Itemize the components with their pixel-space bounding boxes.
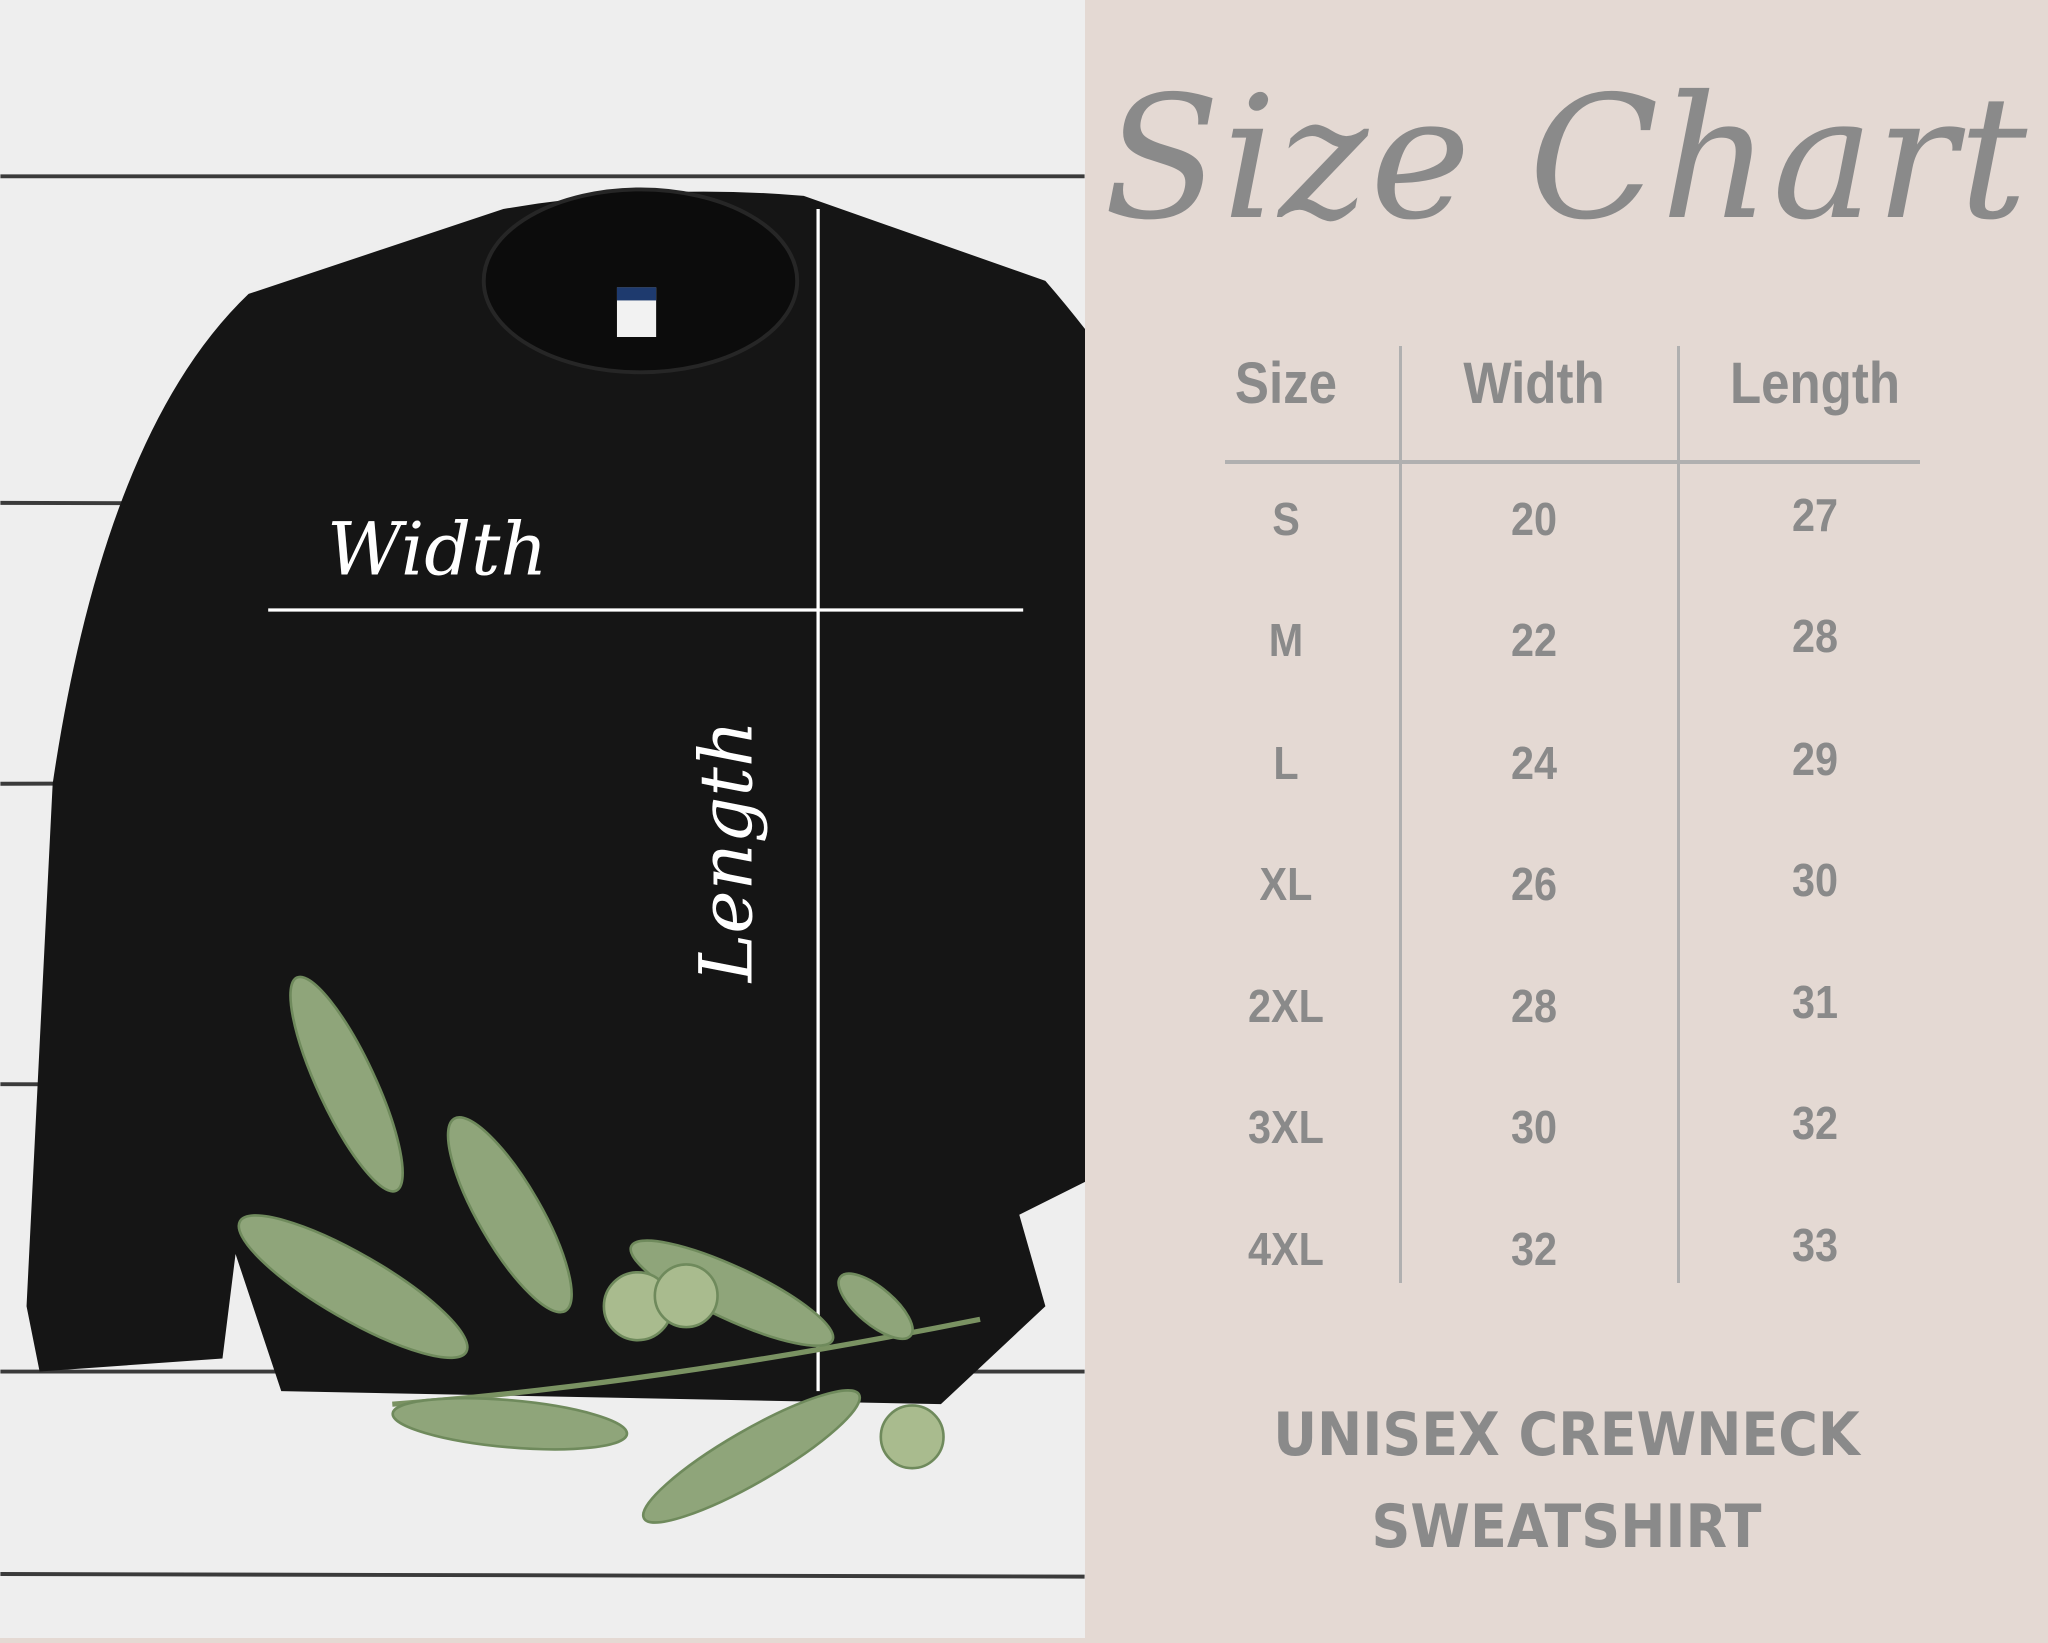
cell-size: XL xyxy=(1259,858,1313,910)
header-divider xyxy=(1225,460,1920,464)
size-chart-panel: Size Chart Size Width Length S 20 27 M 22 28 L… xyxy=(1085,0,2048,1638)
cell-width: 22 xyxy=(1510,614,1558,666)
cell-length: 28 xyxy=(1791,610,1839,662)
product-name-line2: SWEATSHIRT xyxy=(1371,1492,1762,1562)
column-divider xyxy=(1677,346,1680,1283)
header-size: Size xyxy=(1234,351,1338,416)
sweatshirt-body xyxy=(26,191,1229,1405)
cell-width: 20 xyxy=(1510,493,1558,545)
header-length: Length xyxy=(1729,351,1901,416)
header-width: Width xyxy=(1463,351,1605,416)
page-title: Size Chart xyxy=(1103,60,2030,258)
cell-size: 2XL xyxy=(1248,980,1324,1032)
product-photo: Width Length xyxy=(0,0,1229,1638)
cell-length: 29 xyxy=(1791,733,1839,785)
measurement-lines xyxy=(268,208,1024,1392)
cell-size: 3XL xyxy=(1248,1101,1324,1153)
cell-size: M xyxy=(1268,614,1304,666)
length-label: Length xyxy=(684,720,769,984)
cell-size: 4XL xyxy=(1248,1223,1324,1275)
cell-length: 33 xyxy=(1791,1219,1839,1271)
cell-size: L xyxy=(1273,737,1299,789)
cell-length: 32 xyxy=(1791,1097,1839,1149)
cell-width: 32 xyxy=(1510,1223,1558,1275)
cell-width: 28 xyxy=(1510,980,1558,1032)
cell-width: 26 xyxy=(1510,858,1558,910)
column-divider xyxy=(1399,346,1402,1283)
cell-length: 31 xyxy=(1791,976,1839,1028)
cell-width: 30 xyxy=(1510,1101,1558,1153)
cell-size: S xyxy=(1272,493,1300,545)
cell-length: 30 xyxy=(1791,854,1839,906)
cell-width: 24 xyxy=(1510,737,1558,789)
width-label: Width xyxy=(327,508,548,593)
olive-branch-decoration xyxy=(237,975,981,1524)
cell-length: 27 xyxy=(1791,489,1839,541)
sweatshirt-illustration: Width Length xyxy=(0,174,1229,1579)
product-name-line1: UNISEX CREWNECK xyxy=(1273,1400,1860,1470)
